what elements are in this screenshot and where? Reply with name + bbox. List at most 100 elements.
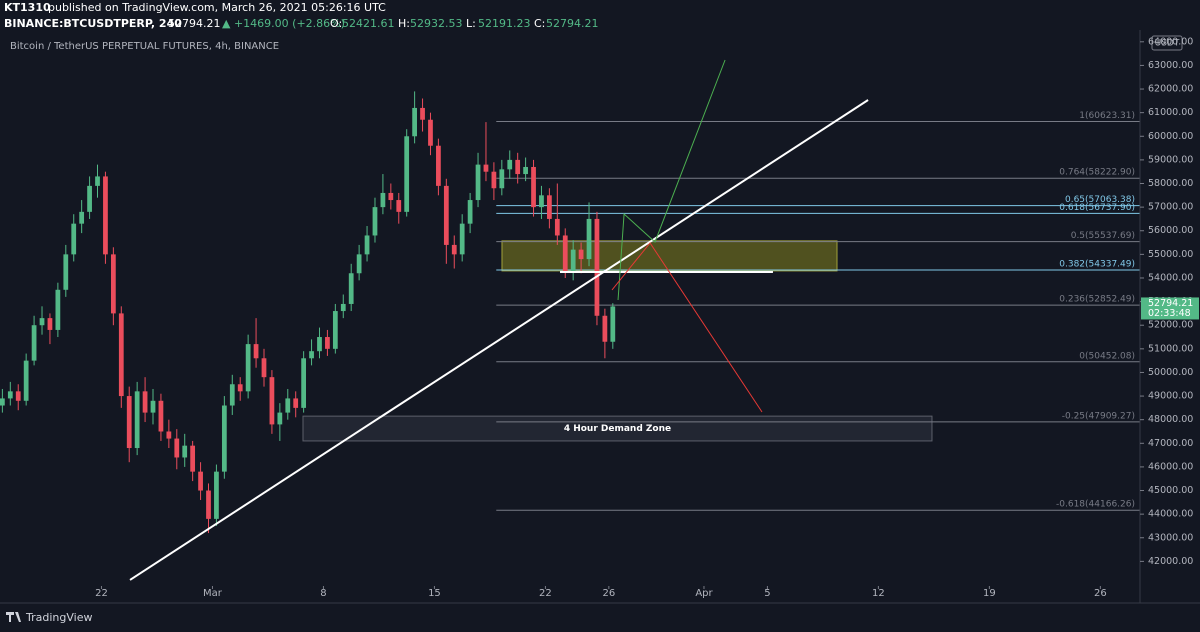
- fib-label: 0.236(52852.49): [1059, 295, 1135, 305]
- y-tick-label: 48000.00: [1148, 414, 1193, 425]
- y-tick-label: 47000.00: [1148, 438, 1193, 449]
- candle-body: [118, 313, 124, 397]
- candle-body: [126, 396, 132, 449]
- ohlc-label: L:: [466, 17, 476, 30]
- candle-body: [7, 391, 13, 399]
- brand: TradingView: [25, 611, 92, 624]
- candle-body: [332, 311, 338, 349]
- fib-label: -0.25(47909.27): [1062, 411, 1135, 421]
- candle-body: [31, 325, 37, 361]
- ohlc-label: C:: [534, 17, 545, 30]
- y-tick-label: 62000.00: [1148, 84, 1193, 95]
- candle-body: [483, 164, 489, 172]
- y-tick-label: 63000.00: [1148, 60, 1193, 71]
- candle-body: [229, 384, 235, 406]
- fib-label: 0.764(58222.90): [1059, 168, 1135, 178]
- candle-body: [134, 391, 140, 449]
- candle-body: [578, 249, 584, 260]
- y-tick-label: 57000.00: [1148, 202, 1193, 213]
- candle-body: [253, 344, 259, 359]
- y-tick-label: 64000.00: [1148, 36, 1193, 47]
- ohlc-label: O:: [330, 17, 342, 30]
- brand-logo: [6, 612, 21, 622]
- candle-body: [206, 490, 211, 519]
- candle-body: [301, 358, 307, 408]
- candle-body: [364, 235, 370, 255]
- fib-label: 0.382(54337.49): [1059, 260, 1135, 270]
- y-tick-label: 49000.00: [1148, 391, 1193, 402]
- candle-body: [87, 185, 92, 212]
- candle-body: [103, 176, 108, 255]
- fib-label: 0.5(55537.69): [1071, 231, 1135, 241]
- candle-body: [356, 254, 362, 274]
- x-tick-label: Apr: [695, 588, 713, 599]
- candle-body: [348, 273, 354, 304]
- x-tick-label: 19: [983, 588, 996, 599]
- candle-body: [499, 169, 505, 189]
- candle-body: [459, 223, 465, 255]
- x-tick-label: Mar: [203, 588, 223, 599]
- candle-body: [214, 471, 219, 519]
- candle-body: [142, 391, 148, 413]
- ohlc-label: H:: [398, 17, 410, 30]
- drawing: [129, 99, 869, 581]
- candle-body: [55, 289, 61, 330]
- candle-body: [0, 398, 5, 406]
- candle-body: [491, 171, 497, 189]
- candle-body: [317, 337, 322, 352]
- fib-label: 1(60623.31): [1079, 111, 1135, 121]
- fib-label: 0.65(57063.38): [1065, 195, 1135, 205]
- y-tick-label: 42000.00: [1148, 556, 1193, 567]
- y-tick-label: 54000.00: [1148, 272, 1193, 283]
- ohlc-value: 52794.21: [546, 17, 599, 30]
- candle-body: [269, 377, 275, 425]
- x-tick-label: 5: [764, 588, 770, 599]
- y-tick-label: 61000.00: [1148, 107, 1193, 118]
- candle-body: [602, 315, 608, 342]
- x-tick-label: 26: [1094, 588, 1107, 599]
- currency: USDT: [1155, 39, 1180, 49]
- candle-body: [554, 218, 560, 236]
- candle-body: [198, 471, 203, 491]
- last-price: 52794.21: [1148, 298, 1193, 309]
- x-tick-label: 22: [539, 588, 552, 599]
- candle-body: [340, 303, 346, 312]
- candle-body: [610, 306, 616, 342]
- candle-body: [190, 445, 196, 472]
- candle-body: [380, 192, 386, 208]
- candle-body: [475, 164, 481, 201]
- candle-body: [586, 218, 592, 260]
- drawing: [611, 242, 763, 413]
- candle-body: [396, 200, 402, 212]
- chart-title: Bitcoin / TetherUS PERPETUAL FUTURES, 4h…: [10, 41, 279, 52]
- candle-body: [158, 400, 164, 432]
- y-tick-label: 55000.00: [1148, 249, 1193, 260]
- candle-body: [182, 445, 188, 458]
- y-tick-label: 50000.00: [1148, 367, 1193, 378]
- candle-body: [79, 211, 85, 224]
- candle-body: [261, 358, 267, 378]
- candle-body: [47, 318, 53, 330]
- symbol: BINANCE:BTCUSDTPERP, 240: [4, 17, 182, 30]
- y-tick-label: 59000.00: [1148, 154, 1193, 165]
- candle-body: [412, 107, 417, 137]
- y-tick-label: 60000.00: [1148, 131, 1193, 142]
- y-tick-label: 58000.00: [1148, 178, 1193, 189]
- candle-body: [443, 185, 449, 245]
- candle-body: [95, 176, 100, 186]
- candle-body: [547, 195, 552, 219]
- fib-label: -0.618(44166.26): [1056, 500, 1135, 510]
- last-price-box: [1141, 297, 1199, 320]
- candle-body: [63, 254, 69, 290]
- candle-body: [237, 384, 243, 392]
- candle-body: [570, 249, 576, 271]
- x-tick-label: 8: [320, 588, 326, 599]
- candle-body: [245, 344, 251, 392]
- candle-body: [293, 398, 299, 408]
- candle-body: [404, 136, 410, 212]
- candle-body: [285, 398, 291, 413]
- candle-body: [451, 244, 457, 255]
- drawing: [617, 59, 726, 301]
